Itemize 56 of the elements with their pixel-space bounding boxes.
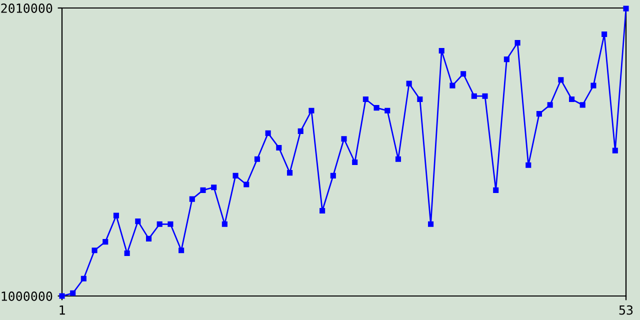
point [417,96,423,102]
y-tick-label: 1000000 [2,292,52,301]
point [244,182,250,188]
point [124,250,130,256]
point [384,108,390,114]
point [558,77,564,83]
point [406,80,412,86]
point [362,96,368,102]
point [493,187,499,193]
point [265,130,271,136]
point [211,184,217,190]
point [471,93,477,99]
point [113,212,120,218]
point [80,276,86,282]
x-tick-label: 1 [60,305,65,315]
point [298,128,304,134]
point [612,148,618,154]
point [168,221,174,227]
point [320,208,326,214]
point [514,40,520,46]
point [200,187,206,193]
point [308,108,314,114]
point [92,248,98,254]
point [395,156,402,162]
point [568,96,575,102]
point [623,6,629,12]
point [352,159,358,166]
y-tick-label: 2010000 [1,4,52,13]
x-tick-label: 53 [619,305,633,315]
point [135,218,141,224]
point [580,102,586,108]
point [602,31,608,38]
point [374,105,380,111]
point [254,156,260,162]
point [526,162,532,168]
point [450,82,456,88]
point [330,172,336,178]
point [102,239,108,245]
point [222,221,228,227]
point [178,248,184,254]
point [482,93,488,99]
point [428,221,434,227]
point [146,236,152,242]
point [438,48,444,54]
point [504,56,510,62]
point [590,82,596,88]
point [189,196,195,202]
point [286,170,293,176]
point [232,172,238,178]
point [460,71,466,77]
point [547,102,553,108]
point [341,136,347,142]
point [536,111,542,117]
point [276,144,282,150]
point [70,290,76,296]
point [156,221,162,227]
